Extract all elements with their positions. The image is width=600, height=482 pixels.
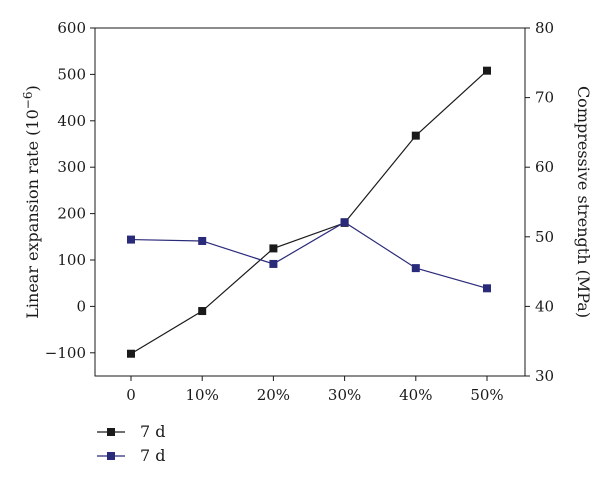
left-tick-label: 500 [57,65,86,83]
x-tick-label: 30% [328,386,361,404]
left-axis-title: Linear expansion rate (10−6) [21,85,42,318]
legend-label-2: 7 d [140,446,166,465]
left-tick-label: −100 [45,344,86,362]
legend-marker-2 [107,452,115,460]
x-tick-label: 50% [470,386,503,404]
left-axis-ticks: −100 0 100 200 300 400 500 600 [45,19,95,362]
left-axis-title-superscript: −6 [21,92,35,110]
left-axis-title-end: ) [23,85,42,91]
right-tick-label: 60 [535,158,554,176]
left-tick-label: 0 [76,297,86,315]
series-layer [127,66,491,358]
series-1-point [198,307,207,316]
legend: 7 d7 d [97,422,166,465]
x-axis-ticks: 0 10% 20% 30% 40% 50% [126,376,504,404]
legend-marker-1 [107,428,115,436]
left-axis-title-main: Linear expansion rate (10 [23,109,42,319]
left-tick-label: 200 [57,205,86,223]
left-tick-label: 300 [57,158,86,176]
x-tick-label: 20% [257,386,290,404]
series-2-point [340,218,349,227]
legend-label-1: 7 d [140,422,166,441]
series-2-point [411,264,420,273]
right-axis-ticks: 30 40 50 60 70 80 [525,19,554,385]
right-tick-label: 80 [535,19,554,37]
right-tick-label: 50 [535,228,554,246]
series-line-2 [130,221,488,289]
x-tick-label: 0 [126,386,136,404]
series-line-1 [130,70,488,355]
left-tick-label: 100 [57,251,86,269]
series-2-point [127,235,135,244]
plot-frame [94,27,526,377]
right-tick-label: 70 [535,89,554,107]
series-1-point [411,131,420,140]
left-tick-label: 400 [57,112,86,130]
series-1-point [127,349,135,358]
x-tick-label: 10% [186,386,219,404]
x-tick-label: 40% [399,386,432,404]
right-tick-label: 40 [535,297,554,315]
series-1-point [269,244,278,253]
series-2-point [269,259,278,268]
left-tick-label: 600 [57,19,86,37]
series-2-point [483,284,491,293]
series-1-point [483,66,491,75]
series-2-point [198,236,207,245]
right-axis-title: Compressive strength (MPa) [574,86,593,318]
right-tick-label: 30 [535,367,554,385]
